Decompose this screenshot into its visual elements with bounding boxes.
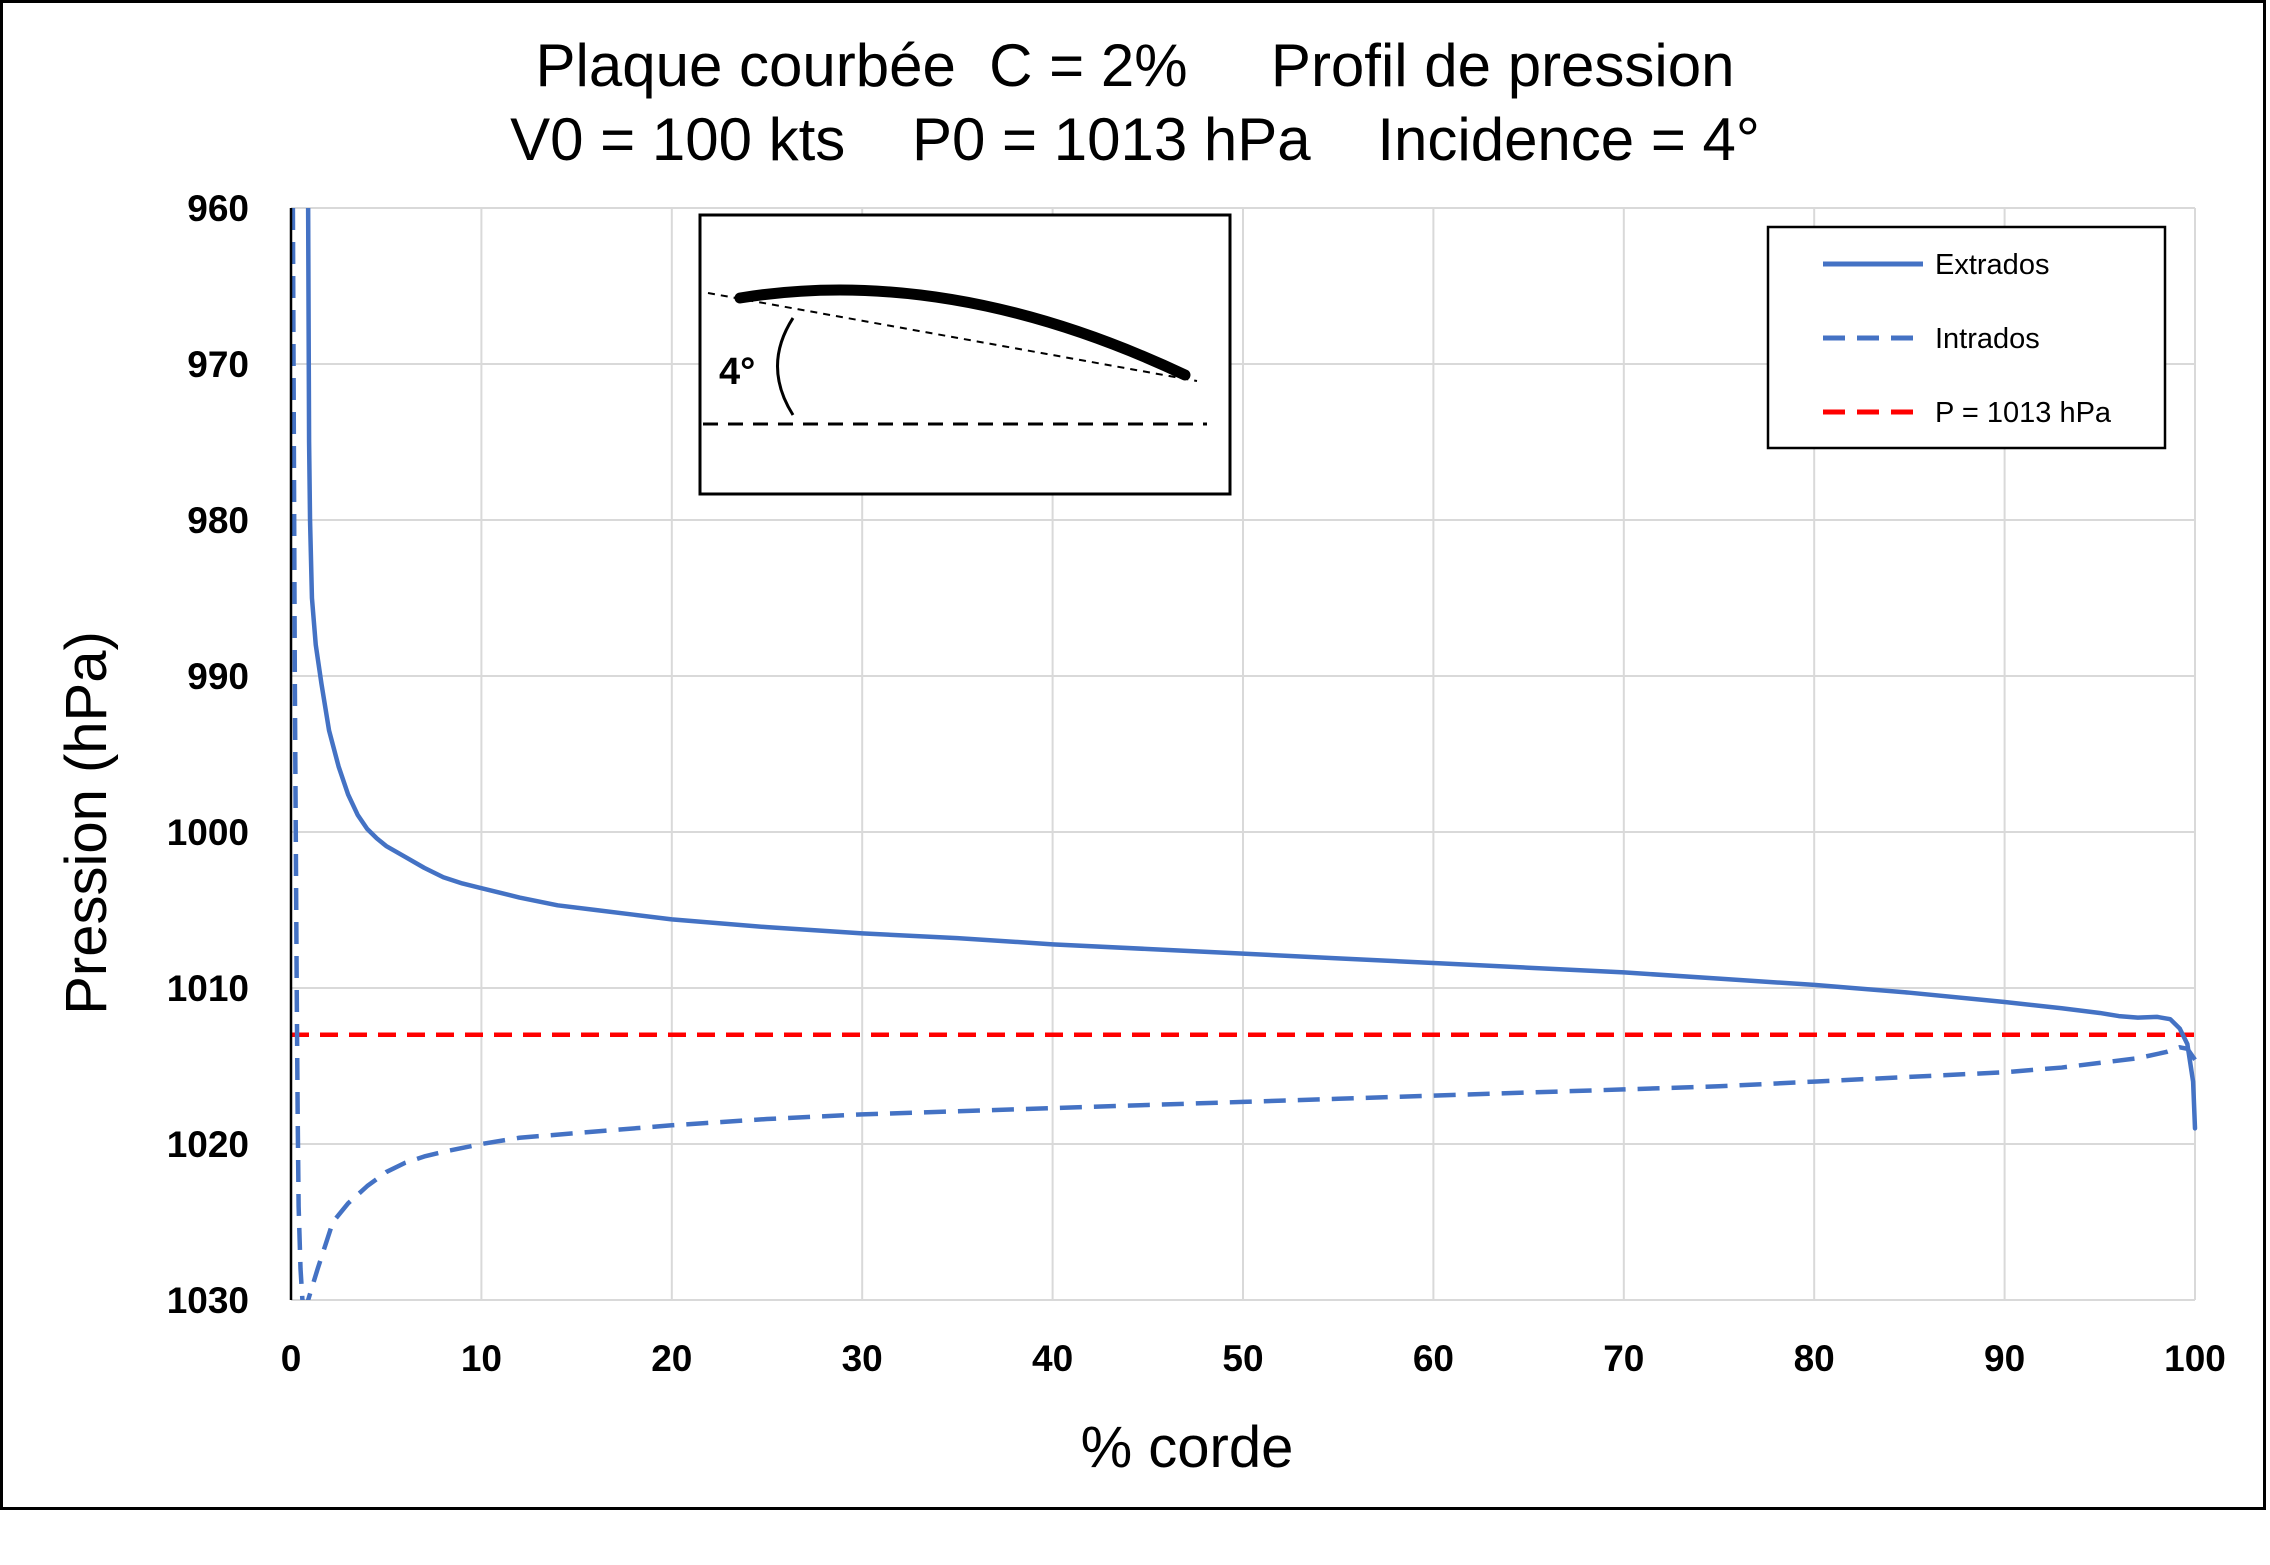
x-tick-label: 40: [1032, 1338, 1073, 1379]
y-tick-label: 970: [187, 344, 249, 385]
x-tick-label: 10: [461, 1338, 502, 1379]
legend-label-intrados: Intrados: [1935, 323, 2040, 355]
x-tick-label: 70: [1603, 1338, 1644, 1379]
inset-angle-label: 4°: [719, 351, 755, 393]
series-line-extrados: [305, 208, 2198, 1131]
series-layer: [291, 208, 2198, 1300]
x-tick-label: 100: [2164, 1338, 2226, 1379]
airfoil-inset: 4°: [698, 213, 1232, 496]
inset-angle-arc: [776, 317, 795, 416]
chart-title-line1: Plaque courbée C = 2% Profil de pression: [535, 32, 1734, 99]
x-tick-label: 90: [1984, 1338, 2025, 1379]
y-axis-label: Pression (hPa): [54, 631, 119, 1015]
x-tick-label: 80: [1794, 1338, 1835, 1379]
x-tick-label: 0: [281, 1338, 302, 1379]
x-axis-label: % corde: [1081, 1415, 1294, 1480]
y-tick-label: 990: [187, 656, 249, 697]
y-tick-label: 1020: [167, 1124, 249, 1165]
x-tick-label: 20: [651, 1338, 692, 1379]
y-tick-label: 1010: [167, 968, 249, 1009]
legend: Extrados Intrados P = 1013 hPa: [1766, 225, 2167, 450]
tick-labels: 0 10 20 30 40 50 60 70 80 90 100960970980990100010…: [167, 188, 2226, 1379]
inset-camber-plate: [734, 284, 1191, 381]
series-line-intrados: [291, 208, 2197, 1300]
x-tick-label: 60: [1413, 1338, 1454, 1379]
chart-frame: [0, 0, 2266, 1510]
legend-label-reference: P = 1013 hPa: [1935, 397, 2112, 429]
inset-chord-line: [707, 292, 1198, 382]
y-tick-label: 1000: [167, 812, 249, 853]
legend-label-extrados: Extrados: [1935, 249, 2049, 281]
x-tick-label: 50: [1222, 1338, 1263, 1379]
y-tick-label: 960: [187, 188, 249, 229]
y-tick-label: 1030: [167, 1280, 249, 1321]
y-tick-label: 980: [187, 500, 249, 541]
x-tick-label: 30: [842, 1338, 883, 1379]
chart-title-line2: V0 = 100 kts P0 = 1013 hPa Incidence = 4…: [510, 106, 1760, 173]
